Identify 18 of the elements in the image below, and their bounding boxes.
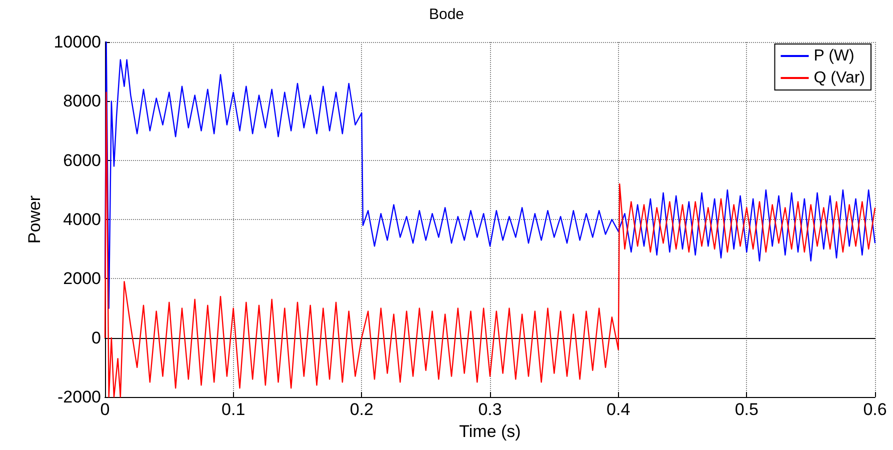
y-tick-label: 10000 — [54, 32, 101, 52]
x-tick-label: 0.1 — [222, 400, 246, 419]
legend-label: P (W) — [814, 48, 854, 64]
y-tick-label: 4000 — [63, 210, 101, 229]
chart-title: Bode — [428, 6, 464, 23]
x-tick-label: 0.3 — [478, 400, 502, 419]
x-tick-label: 0.5 — [734, 400, 758, 419]
y-tick-label: 2000 — [63, 269, 101, 288]
y-tick-label: 0 — [92, 328, 101, 348]
y-tick-label: -2000 — [58, 388, 101, 406]
x-axis-title: Time (s) — [459, 422, 521, 441]
x-tick-label: 0.4 — [606, 400, 630, 419]
x-tick-label: 0.6 — [863, 400, 887, 419]
legend-label: Q (Var) — [814, 70, 866, 86]
x-tick-label: 0.2 — [350, 400, 374, 419]
y-tick-label: 6000 — [63, 150, 101, 170]
y-tick-label: 8000 — [63, 92, 101, 111]
y-axis-title: Power — [24, 195, 44, 244]
